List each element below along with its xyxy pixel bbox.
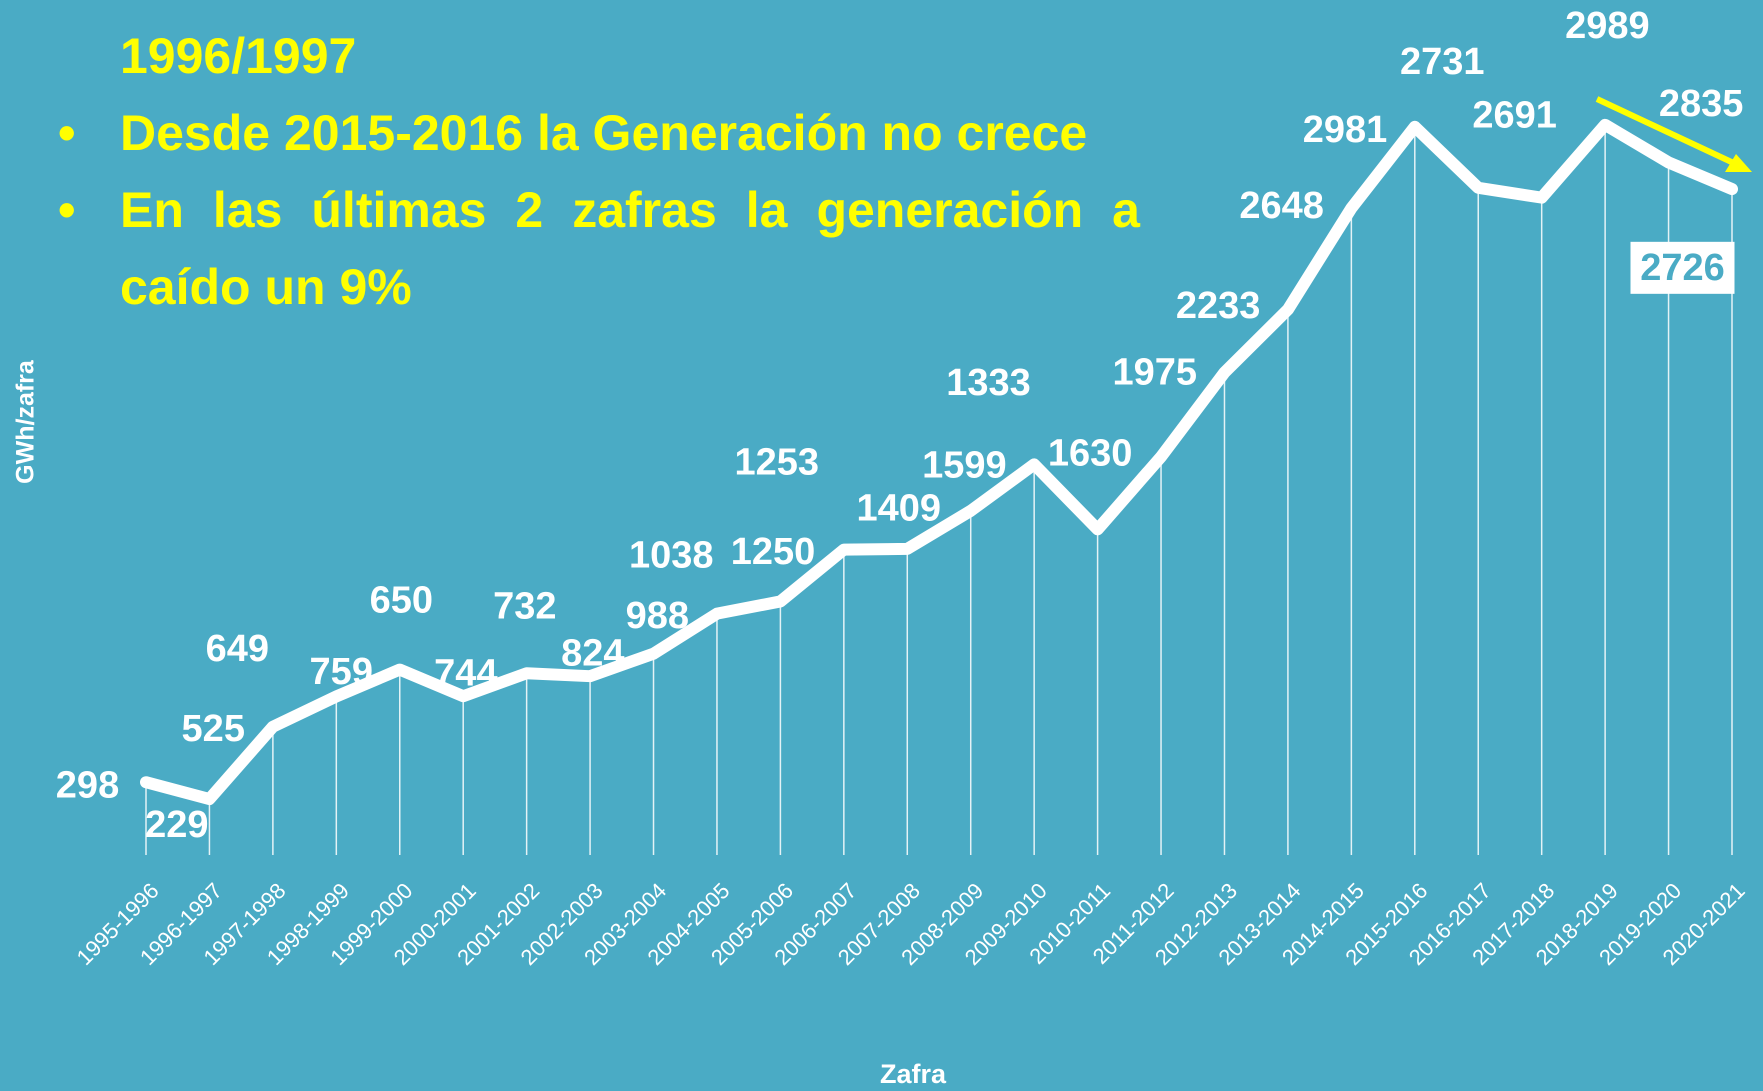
data-label: 732 [493, 585, 556, 627]
data-label: 1975 [1112, 352, 1197, 394]
data-label: 1409 [856, 488, 941, 530]
data-label: 824 [561, 633, 624, 675]
data-label: 2726 [1640, 247, 1725, 289]
trend-arrow-head [1725, 154, 1752, 172]
data-label: 1250 [731, 531, 816, 573]
data-label: 1253 [735, 441, 820, 483]
y-axis-title: GWh/zafra [12, 359, 40, 484]
data-label: 2233 [1176, 285, 1261, 327]
x-axis-title: Zafra [880, 1059, 947, 1089]
data-label: 525 [182, 708, 245, 750]
data-label: 2648 [1239, 185, 1324, 227]
data-label: 2981 [1303, 109, 1388, 151]
bullet: En las últimas 2 zafras la generación a … [58, 172, 1140, 326]
data-label: 298 [56, 765, 119, 807]
data-label: 2691 [1472, 95, 1557, 137]
data-label: 229 [145, 804, 208, 846]
note-continuation: 1996/1997 [120, 28, 357, 84]
data-label: 1038 [629, 534, 714, 576]
data-label: 759 [310, 651, 373, 693]
data-label: 744 [434, 652, 497, 694]
data-label: 2731 [1400, 41, 1485, 83]
data-label: 1630 [1048, 432, 1133, 474]
series-line [140, 118, 1738, 806]
data-label: 650 [370, 580, 433, 622]
notes: 1996/1997 Desde 2015-2016 la Generación … [58, 18, 1140, 326]
data-label: 649 [206, 628, 269, 670]
data-label: 2835 [1659, 83, 1744, 125]
data-label: 2989 [1565, 5, 1650, 47]
label-box [1630, 241, 1735, 294]
data-label: 988 [626, 595, 689, 637]
trend-arrow [1595, 96, 1742, 169]
data-label: 1599 [922, 445, 1007, 487]
bullet: Desde 2015-2016 la Generación no crece [58, 95, 1140, 172]
data-label: 1333 [946, 362, 1031, 404]
